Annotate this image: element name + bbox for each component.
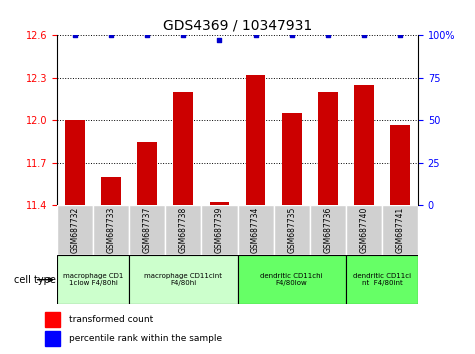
Text: GSM687741: GSM687741 bbox=[396, 207, 404, 253]
FancyBboxPatch shape bbox=[346, 205, 382, 255]
Text: GSM687737: GSM687737 bbox=[143, 207, 152, 253]
Point bbox=[288, 33, 295, 38]
Point bbox=[360, 33, 368, 38]
Bar bbox=[282, 113, 302, 205]
Bar bbox=[209, 202, 229, 205]
Text: GSM687738: GSM687738 bbox=[179, 207, 188, 253]
Point bbox=[396, 33, 404, 38]
Bar bbox=[45, 331, 60, 346]
Bar bbox=[390, 125, 410, 205]
Point bbox=[324, 33, 332, 38]
Bar bbox=[173, 92, 193, 205]
FancyBboxPatch shape bbox=[238, 255, 346, 304]
Text: GSM687733: GSM687733 bbox=[107, 207, 115, 253]
Bar bbox=[101, 177, 121, 205]
Text: transformed count: transformed count bbox=[69, 315, 153, 324]
Text: GSM687740: GSM687740 bbox=[360, 207, 368, 253]
Point bbox=[252, 33, 259, 38]
Bar bbox=[65, 120, 85, 205]
FancyBboxPatch shape bbox=[382, 205, 418, 255]
Bar bbox=[246, 75, 266, 205]
FancyBboxPatch shape bbox=[165, 205, 201, 255]
Text: GSM687739: GSM687739 bbox=[215, 207, 224, 253]
Bar bbox=[318, 92, 338, 205]
FancyBboxPatch shape bbox=[129, 205, 165, 255]
Text: dendritic CD11chi
F4/80low: dendritic CD11chi F4/80low bbox=[260, 273, 323, 286]
Text: cell type: cell type bbox=[14, 275, 56, 285]
Text: macrophage CD11cint
F4/80hi: macrophage CD11cint F4/80hi bbox=[144, 273, 222, 286]
Bar bbox=[354, 85, 374, 205]
FancyBboxPatch shape bbox=[310, 205, 346, 255]
FancyBboxPatch shape bbox=[238, 205, 274, 255]
FancyBboxPatch shape bbox=[346, 255, 418, 304]
Point bbox=[216, 38, 223, 43]
FancyBboxPatch shape bbox=[93, 205, 129, 255]
FancyBboxPatch shape bbox=[57, 255, 129, 304]
Text: dendritic CD11ci
nt  F4/80int: dendritic CD11ci nt F4/80int bbox=[353, 273, 411, 286]
Text: percentile rank within the sample: percentile rank within the sample bbox=[69, 335, 222, 343]
Point bbox=[71, 33, 79, 38]
Point bbox=[180, 33, 187, 38]
Bar bbox=[137, 142, 157, 205]
FancyBboxPatch shape bbox=[57, 205, 93, 255]
Point bbox=[143, 33, 151, 38]
Bar bbox=[45, 312, 60, 327]
FancyBboxPatch shape bbox=[201, 205, 238, 255]
Text: GSM687732: GSM687732 bbox=[71, 207, 79, 253]
Text: macrophage CD1
1clow F4/80hi: macrophage CD1 1clow F4/80hi bbox=[63, 273, 124, 286]
Text: GSM687735: GSM687735 bbox=[287, 207, 296, 253]
Text: GSM687734: GSM687734 bbox=[251, 207, 260, 253]
Point bbox=[107, 33, 115, 38]
Title: GDS4369 / 10347931: GDS4369 / 10347931 bbox=[163, 19, 312, 33]
FancyBboxPatch shape bbox=[129, 255, 238, 304]
Text: GSM687736: GSM687736 bbox=[323, 207, 332, 253]
FancyBboxPatch shape bbox=[274, 205, 310, 255]
